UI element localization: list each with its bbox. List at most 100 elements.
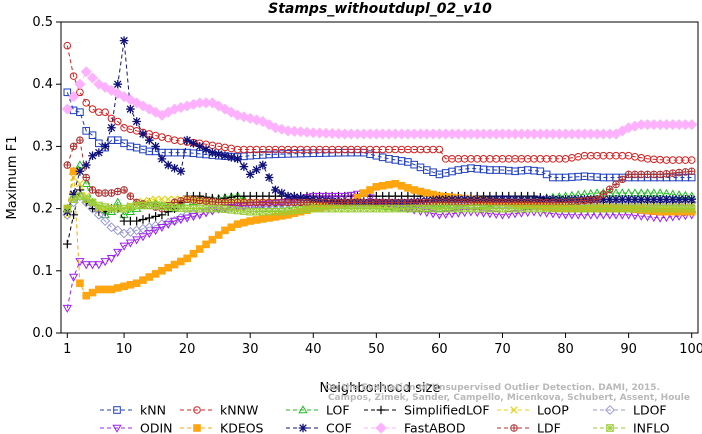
data-point-inflo [177,204,185,212]
data-point-inflo [542,204,551,213]
data-point-inflo [158,202,166,210]
data-point-inflo [132,201,141,210]
data-point-kdeos [391,179,400,188]
data-point-inflo [555,204,564,213]
x-tick-label: 40 [305,342,322,357]
data-point-cof [100,142,110,151]
data-point-kdeos [88,288,97,297]
data-point-cof [189,138,198,148]
data-point-odin [125,239,136,248]
data-point-ldf [322,198,330,207]
data-point-ldf [189,196,198,204]
credit-line-authors: Campos, Zimek, Sander, Campello, Micenko… [328,393,690,403]
data-point-kdeos [120,282,128,291]
data-point-cof [214,149,223,159]
y-tick-label: 0.4 [32,77,53,92]
data-point-inflo [441,204,450,213]
data-point-inflo [63,204,72,213]
data-point-ldf [580,196,589,205]
data-point-knn [63,88,72,97]
data-point-inflo [328,204,336,213]
data-point-ldf [359,198,368,207]
data-point-ldf [265,198,273,207]
legend-label: FastABOD [404,421,466,434]
data-point-knnw [158,133,166,141]
data-point-inflo [95,201,103,210]
data-point-inflo [668,204,677,213]
data-point-inflo [454,204,463,213]
legend-marker-odin [112,424,122,433]
data-point-cof [290,192,299,202]
series-layer [61,36,698,313]
legend-item-odin: ODIN [100,421,173,434]
plot-area [60,21,699,334]
data-point-cof [687,194,696,204]
data-point-odin [100,258,110,267]
data-point-ldf [309,198,318,207]
y-tick-label: 0.5 [32,15,53,30]
data-point-ldf [69,142,78,151]
data-point-inflo [277,207,286,216]
legend-item-ldof: LDOF [593,403,667,418]
data-point-odin [333,192,344,201]
data-point-kdeos [208,235,217,244]
data-point-ldf [492,198,500,207]
data-point-inflo [265,207,273,216]
data-point-ldf [334,198,343,207]
data-point-inflo [202,204,210,213]
legend-marker-knnw [193,406,201,414]
data-point-inflo [536,204,545,213]
data-point-ldf [561,198,570,207]
data-point-ldof [93,209,104,220]
data-point-inflo [120,204,128,213]
data-point-odin [75,258,85,267]
data-point-cof [69,189,78,199]
legend-marker-kdeos [193,424,201,432]
data-point-inflo [460,204,469,213]
data-point-ldf [366,198,374,207]
data-point-kdeos [397,181,406,190]
data-point-ldf [410,198,418,207]
data-point-ldf [246,198,255,207]
series-line-knnw [66,45,692,161]
legend-marker-knn [113,406,121,414]
data-point-odin [81,261,91,270]
y-axis: 0.0 0.1 0.2 0.3 0.4 0.5 [32,15,61,341]
data-point-inflo [467,204,475,213]
data-point-fastabod [137,100,149,112]
legend-item-knn: kNN [100,403,166,418]
data-point-inflo [88,198,97,207]
legend-item-lof: LOF [286,403,350,418]
data-point-fastabod [74,78,86,90]
data-point-ldf [536,198,545,207]
data-point-odin [314,192,325,201]
data-point-fastabod [263,119,275,131]
data-point-ldf [435,198,444,207]
data-point-inflo [284,207,292,215]
credit-text: Campos, Zimek, Sander, Campello, Micenko… [325,383,690,403]
data-point-ldf [385,198,393,207]
data-point-ldf [404,198,412,207]
data-point-odin [321,192,331,201]
data-point-ldf [202,197,210,205]
data-point-ldf [353,198,362,207]
data-point-inflo [126,203,135,211]
data-point-odin [62,304,72,313]
legend-label: LOF [326,403,350,418]
data-point-inflo [334,204,343,213]
data-point-cof [88,151,97,161]
data-point-inflo [429,204,437,213]
data-point-cof [681,194,690,204]
legend-item-kdeos: KDEOS [180,421,264,434]
data-point-inflo [504,204,513,213]
data-point-ldf [315,198,324,207]
legend-marker-lof [298,405,308,414]
x-tick-label: 20 [179,342,196,357]
plot-frame [60,21,699,334]
data-point-kdeos [151,270,160,278]
data-point-ldof [131,225,142,236]
data-point-ldf [593,195,601,204]
data-point-fastabod [150,106,162,118]
y-tick-label: 0.3 [32,139,53,154]
